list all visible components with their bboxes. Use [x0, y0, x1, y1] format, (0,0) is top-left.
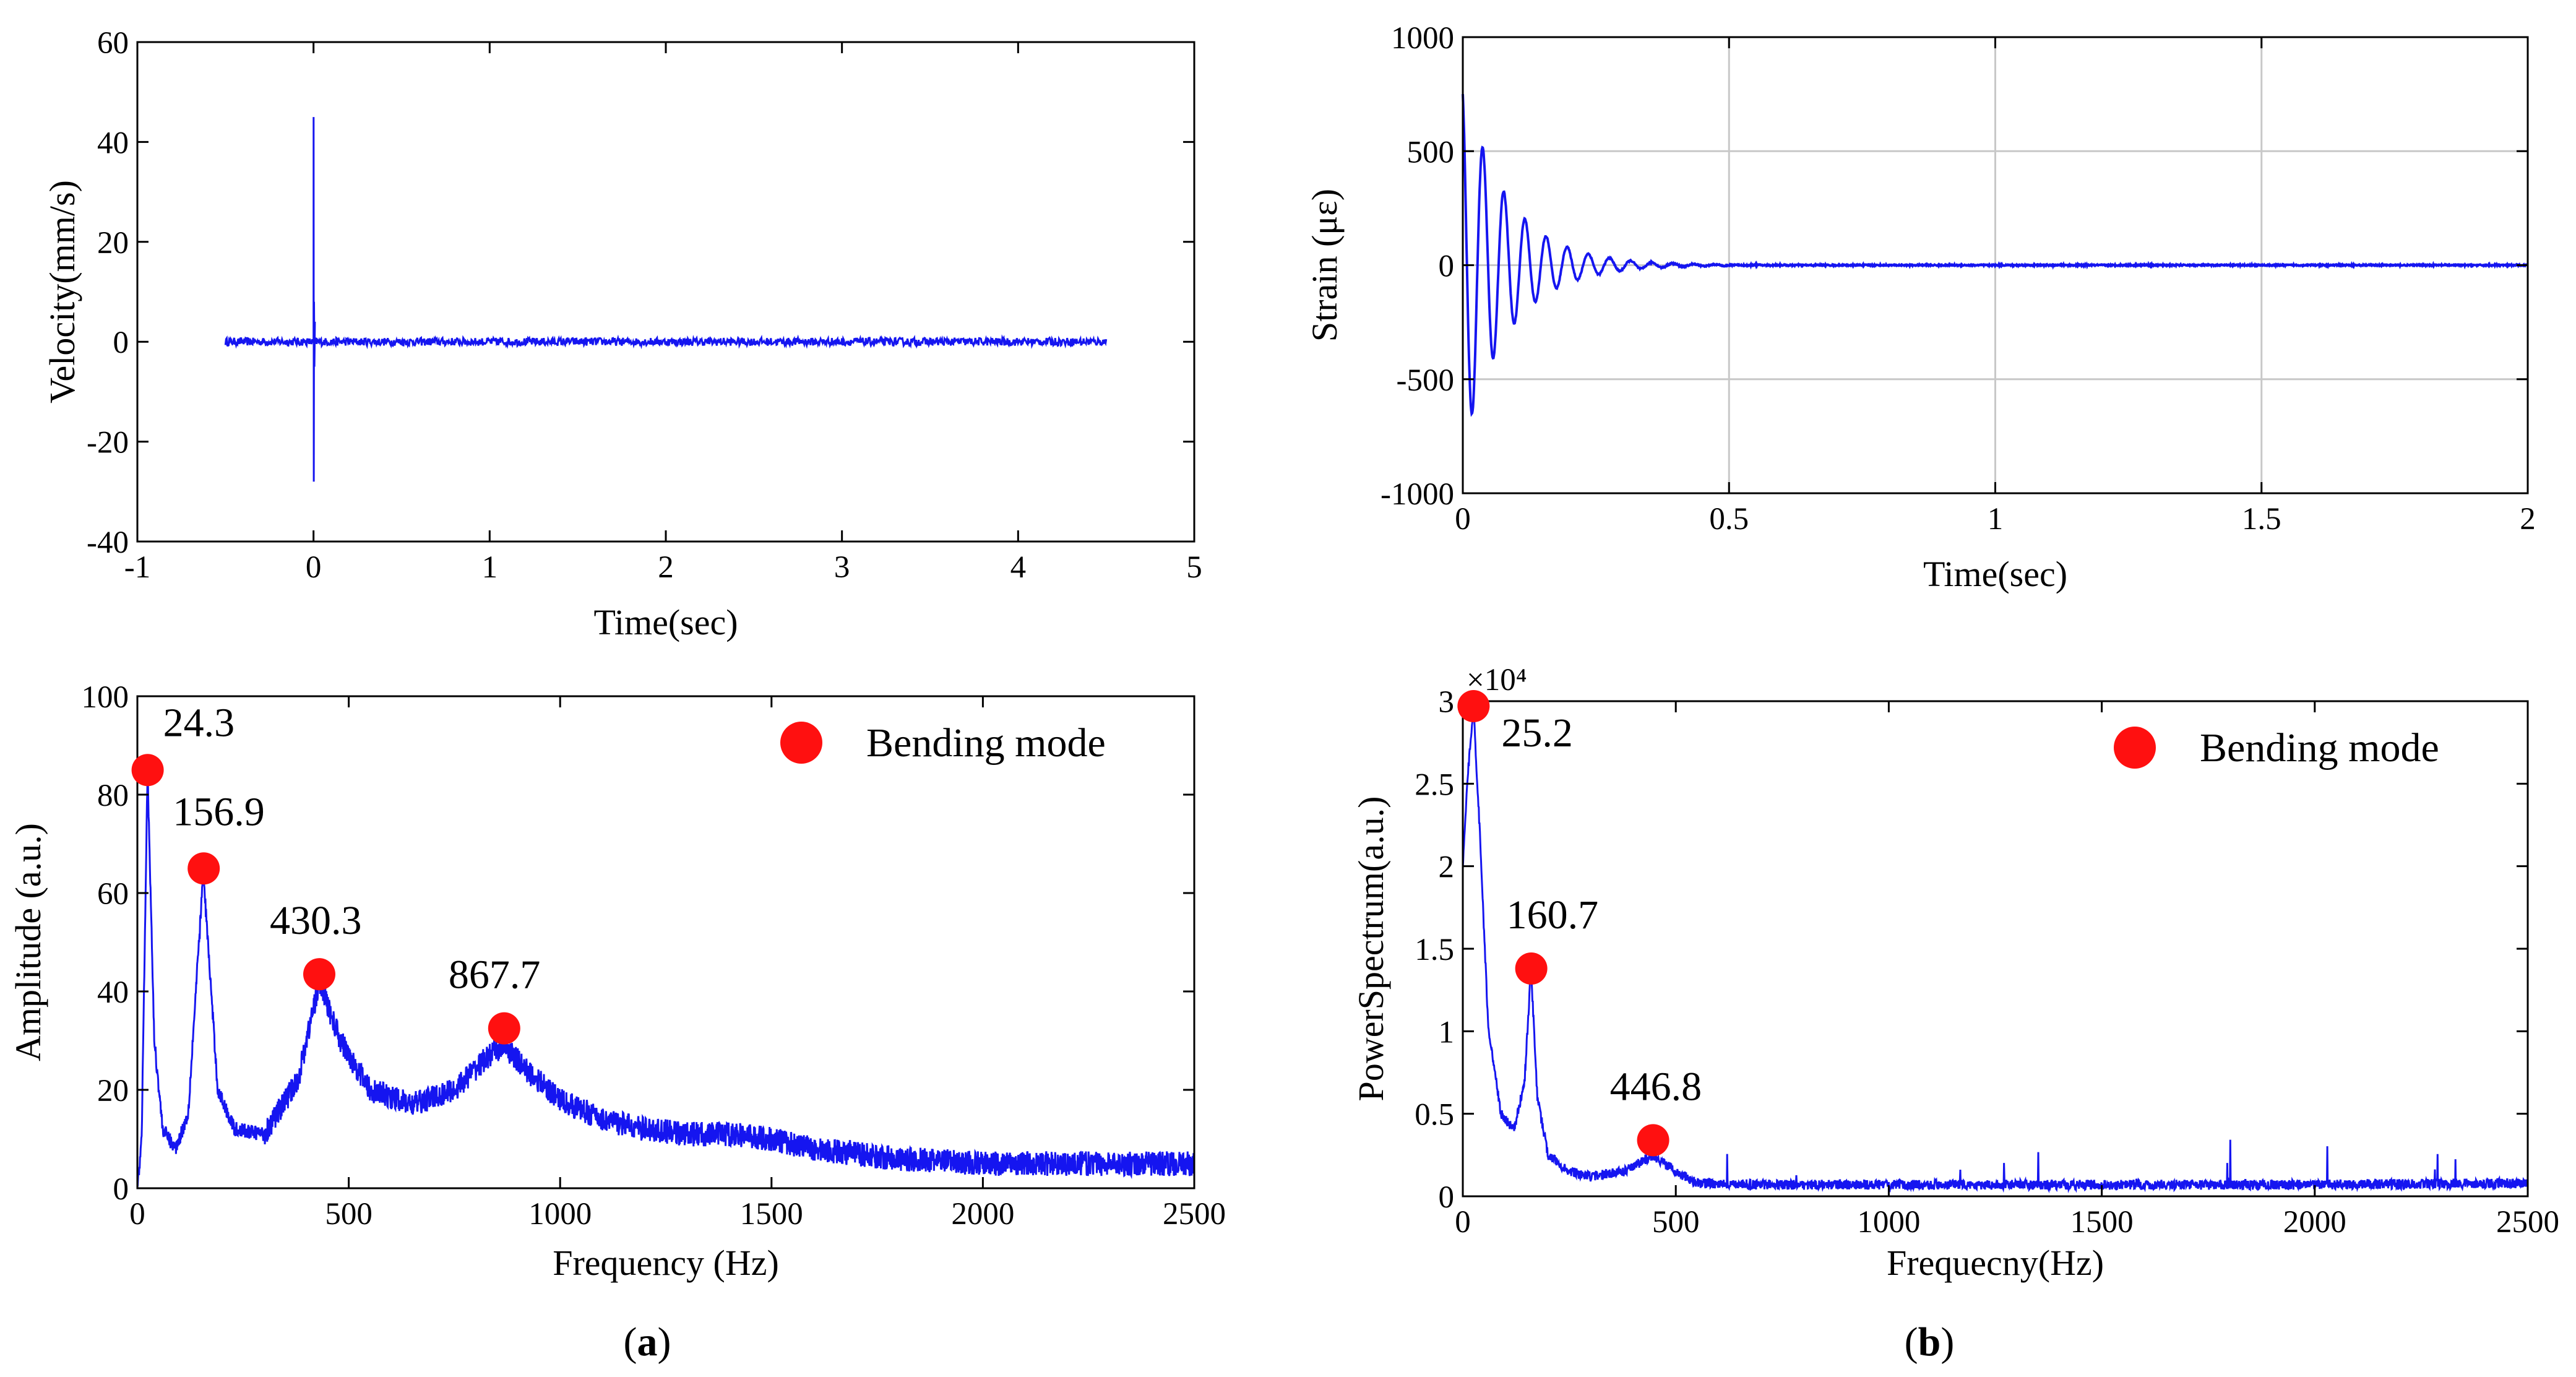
- x-axis-label: Time(sec): [1923, 554, 2067, 594]
- series-line: [224, 117, 1108, 482]
- legend-marker: [2114, 727, 2156, 769]
- series-line: [136, 770, 1195, 1188]
- y-tick-label: 0: [113, 1172, 129, 1207]
- peak-label: 446.8: [1610, 1064, 1702, 1109]
- y-tick-label: 500: [1407, 135, 1455, 170]
- x-tick-label: 5: [1186, 550, 1202, 585]
- series-line: [1462, 702, 2529, 1193]
- x-tick-label: 2: [2520, 502, 2536, 537]
- y-tick-label: 2: [1439, 850, 1455, 885]
- peak-label: 867.7: [449, 952, 541, 998]
- bending-mode-marker: [488, 1012, 520, 1045]
- y-tick-label: 1000: [1391, 21, 1454, 56]
- legend-label: Bending mode: [866, 720, 1106, 766]
- x-tick-label: 3: [834, 550, 850, 585]
- y-axis-label: Amplitude (a.u.): [8, 823, 48, 1061]
- amplitude-spectrum-chart: 0 500 1000 1500 2000 2500 0 20 40 60 80 100 Frequenc…: [8, 680, 1226, 1283]
- x-tick-label: 0: [129, 1197, 145, 1232]
- caption-a: (a): [624, 1319, 671, 1365]
- power-spectrum-chart: 0 500 1000 1500 2000 2500 0 0.5 1 1.5 2 2.5 3 Frequec…: [1351, 663, 2559, 1283]
- x-tick-label: 1: [482, 550, 498, 585]
- x-tick-label: 0: [1455, 1205, 1471, 1240]
- y-tick-label: 0.5: [1415, 1098, 1454, 1133]
- x-tick-label: 1000: [1857, 1205, 1920, 1240]
- y-tick-label: 1: [1439, 1015, 1455, 1050]
- x-tick-label: 2000: [951, 1197, 1014, 1232]
- x-tick-label: 1000: [528, 1197, 592, 1232]
- bending-mode-marker: [1515, 952, 1548, 985]
- bending-mode-marker: [187, 852, 220, 885]
- x-tick-label: 1.5: [2242, 502, 2281, 537]
- y-tick-label: 100: [82, 680, 129, 715]
- y-tick-label: -500: [1397, 363, 1454, 398]
- y-axis-label: Velocity(mm/s): [42, 180, 82, 404]
- y-tick-label: 60: [97, 877, 129, 912]
- plot-frame: [136, 41, 1195, 543]
- velocity-chart: -1 0 1 2 3 4 5 -40 -20 0 20 40 60 Time(sec) Velocity(m…: [42, 26, 1202, 642]
- x-tick-label: 0: [306, 550, 322, 585]
- x-tick-label: 2500: [2496, 1205, 2559, 1240]
- legend-label: Bending mode: [2200, 725, 2439, 771]
- x-tick-label: 0: [1455, 502, 1471, 537]
- y-tick-label: 80: [97, 779, 129, 813]
- y-tick-label: -1000: [1381, 477, 1454, 512]
- x-tick-label: 2500: [1163, 1197, 1226, 1232]
- y-tick-label: 1.5: [1415, 933, 1454, 967]
- x-tick-label: 1500: [740, 1197, 803, 1232]
- bending-mode-marker: [1637, 1124, 1669, 1157]
- y-tick-label: 0: [1439, 249, 1455, 284]
- plot-frame: [1462, 700, 2529, 1198]
- x-tick-label: 1: [1988, 502, 2004, 537]
- y-tick-label: 40: [97, 975, 129, 1010]
- x-tick-label: 500: [1652, 1205, 1700, 1240]
- x-tick-label: 4: [1010, 550, 1027, 585]
- strain-chart: 0 0.5 1 1.5 2 -1000 -500 0 500 1000 Time(sec) Strai…: [1304, 21, 2536, 594]
- x-axis-label: Time(sec): [593, 602, 738, 642]
- bending-mode-marker: [303, 958, 335, 991]
- peak-label: 24.3: [163, 700, 235, 745]
- series-line: [1462, 94, 2529, 417]
- bending-mode-marker: [131, 754, 164, 787]
- bending-mode-marker: [1457, 690, 1490, 722]
- x-tick-label: -1: [124, 550, 150, 585]
- x-tick-label: 2000: [2283, 1205, 2346, 1240]
- x-tick-label: 2: [658, 550, 674, 585]
- y-tick-label: 20: [97, 1074, 129, 1108]
- y-tick-label: 60: [97, 26, 129, 61]
- plot-frame: [136, 695, 1195, 1189]
- y-tick-label: 0: [1439, 1180, 1455, 1215]
- peak-label: 25.2: [1501, 710, 1573, 756]
- y-axis-label: Strain (με): [1304, 189, 1345, 342]
- y-tick-label: -40: [87, 525, 129, 560]
- x-axis-label: Frequecny(Hz): [1887, 1243, 2104, 1283]
- y-tick-label: 40: [97, 126, 129, 160]
- y-tick-label: 2.5: [1415, 767, 1454, 802]
- x-axis-label: Frequency (Hz): [553, 1243, 779, 1283]
- peak-label: 160.7: [1507, 892, 1599, 938]
- y-tick-label: 3: [1439, 685, 1455, 720]
- y-tick-label: 20: [97, 226, 129, 261]
- y-tick-label: 0: [113, 326, 129, 360]
- y-axis-label: PowerSpectrum(a.u.): [1351, 796, 1391, 1102]
- x-tick-label: 1500: [2070, 1205, 2134, 1240]
- peak-label: 430.3: [270, 898, 362, 943]
- x-tick-label: 0.5: [1709, 502, 1749, 537]
- peak-label: 156.9: [173, 789, 265, 834]
- x-tick-label: 500: [325, 1197, 373, 1232]
- y-tick-label: -20: [87, 426, 129, 460]
- legend-marker: [780, 722, 822, 764]
- caption-b: (b): [1905, 1319, 1955, 1365]
